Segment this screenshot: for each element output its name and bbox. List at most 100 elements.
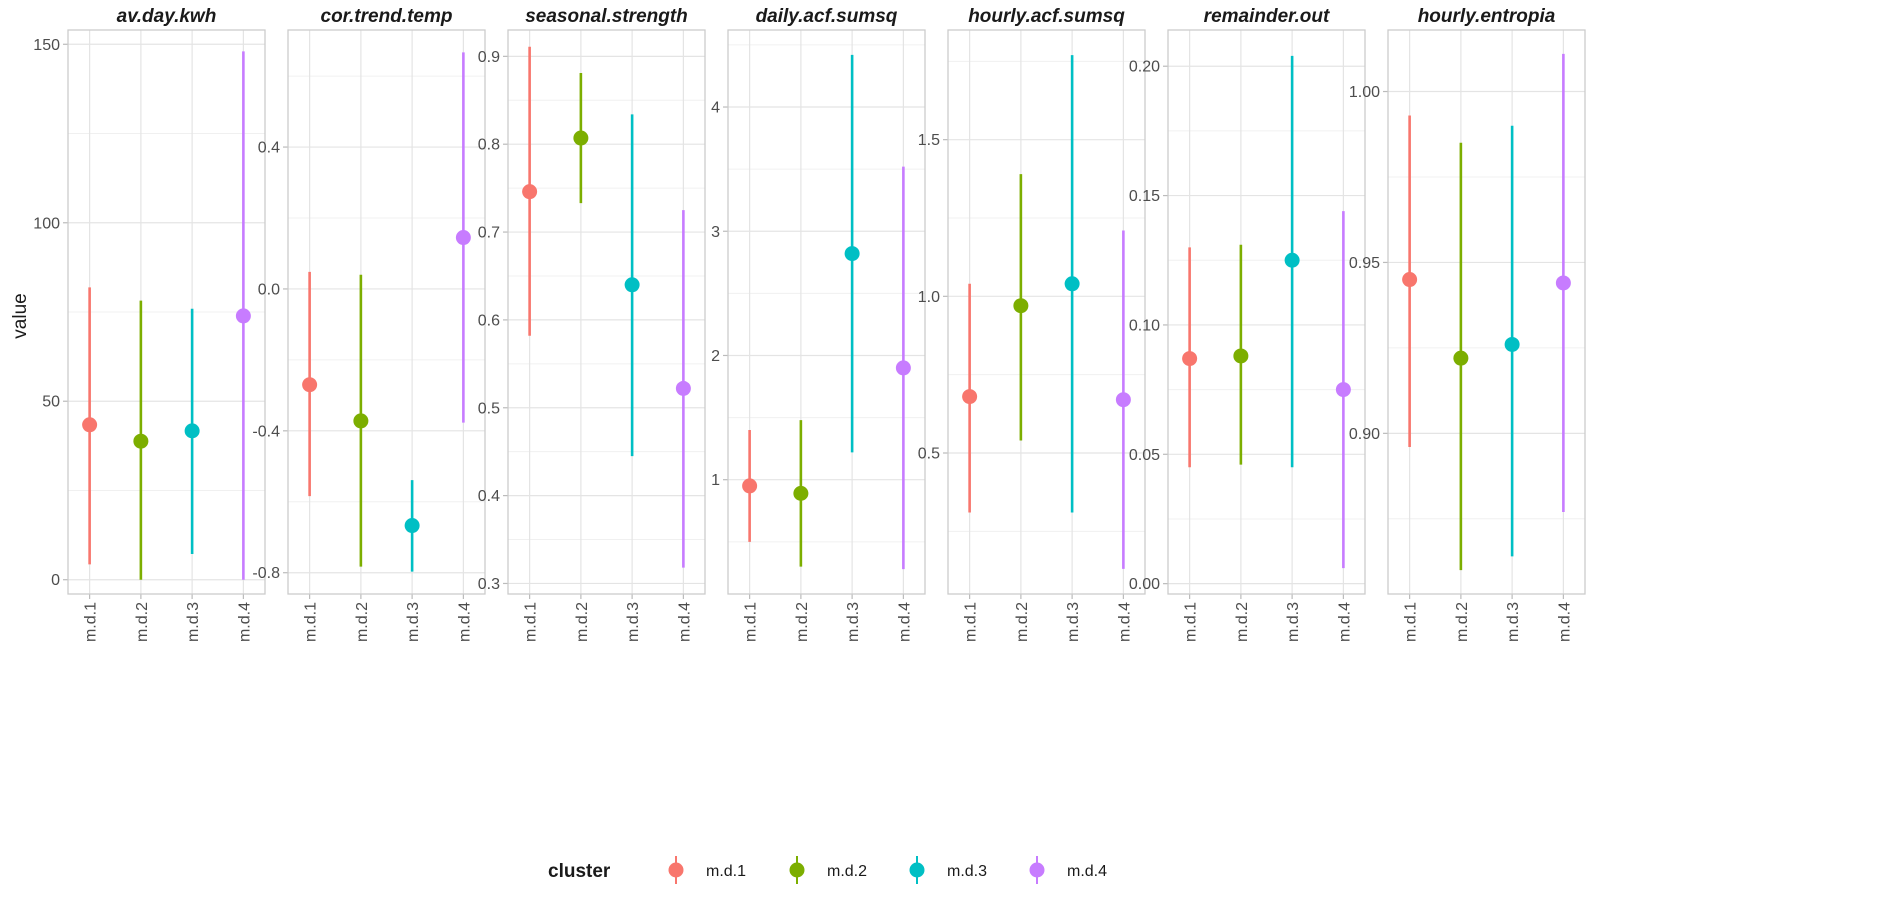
- panel-title: daily.acf.sumsq: [756, 6, 898, 27]
- x-tick-label: m.d.3: [185, 602, 202, 642]
- legend-item-m-d-3: m.d.3: [909, 856, 987, 884]
- x-tick-label: m.d.2: [1454, 602, 1471, 642]
- panel-border: [507, 29, 706, 595]
- y-tick-label: -0.8: [252, 565, 280, 582]
- x-tick-label: m.d.3: [625, 602, 642, 642]
- mid-point-m-d-1: [1402, 272, 1418, 288]
- legend-label: m.d.4: [1067, 863, 1107, 880]
- legend-item-m-d-2: m.d.2: [789, 856, 867, 884]
- mid-point-m-d-3: [844, 246, 860, 262]
- legend: cluster m.d.1 m.d.2 m.d.3 m.d.4: [548, 856, 1107, 884]
- mid-point-m-d-2: [793, 485, 809, 501]
- x-tick-label: m.d.3: [1285, 602, 1302, 642]
- y-tick-label: 0.20: [1129, 59, 1160, 76]
- mid-point-m-d-4: [1335, 382, 1351, 398]
- y-tick-label: 0.15: [1129, 188, 1160, 205]
- legend-key-point: [909, 862, 925, 878]
- mid-point-m-d-1: [82, 417, 98, 433]
- y-tick-label: 0.6: [478, 312, 500, 329]
- mid-point-m-d-1: [522, 184, 538, 200]
- mid-point-m-d-1: [302, 377, 318, 393]
- panel-border: [1167, 29, 1366, 595]
- panel-border: [727, 29, 926, 595]
- legend-key-point: [789, 862, 805, 878]
- panel-title: hourly.entropia: [1418, 6, 1556, 27]
- y-tick-label: 0.4: [478, 488, 500, 505]
- x-tick-label: m.d.2: [134, 602, 151, 642]
- mid-point-m-d-2: [133, 433, 149, 449]
- y-tick-label: 0.05: [1129, 447, 1160, 464]
- y-tick-label: 1.00: [1349, 84, 1380, 101]
- y-tick-label: 2: [711, 348, 720, 365]
- mid-point-m-d-4: [235, 308, 251, 324]
- x-tick-label: m.d.2: [794, 602, 811, 642]
- mid-point-m-d-4: [1555, 275, 1571, 291]
- legend-item-m-d-1: m.d.1: [668, 856, 746, 884]
- panel-title: cor.trend.temp: [321, 6, 453, 27]
- y-tick-label: 0: [51, 572, 60, 589]
- x-tick-label: m.d.1: [1403, 602, 1420, 642]
- legend-key-point: [668, 862, 684, 878]
- y-tick-label: 0.10: [1129, 317, 1160, 334]
- mid-point-m-d-2: [353, 413, 369, 429]
- legend-label: m.d.3: [947, 863, 987, 880]
- x-tick-label: m.d.3: [1505, 602, 1522, 642]
- panel-border: [287, 29, 486, 595]
- x-tick-label: m.d.1: [963, 602, 980, 642]
- mid-point-m-d-3: [624, 277, 640, 293]
- panel-title: av.day.kwh: [117, 6, 217, 27]
- y-tick-label: 1: [711, 472, 720, 489]
- x-tick-label: m.d.4: [456, 602, 473, 642]
- panel-title: hourly.acf.sumsq: [968, 6, 1125, 27]
- x-tick-label: m.d.4: [236, 602, 253, 642]
- y-tick-label: 150: [33, 37, 60, 54]
- mid-point-m-d-3: [1504, 336, 1520, 352]
- mid-point-m-d-3: [1064, 276, 1080, 292]
- y-tick-label: 100: [33, 215, 60, 232]
- x-tick-label: m.d.2: [574, 602, 591, 642]
- x-tick-label: m.d.1: [1183, 602, 1200, 642]
- legend-label: m.d.1: [706, 863, 746, 880]
- panel-cor-trend-temp: cor.trend.temp -0.8 -0.4 0.0 0.4 m.d.1 m.d.2 m.…: [252, 6, 486, 642]
- x-tick-label: m.d.1: [303, 602, 320, 642]
- legend-item-m-d-4: m.d.4: [1029, 856, 1107, 884]
- mid-point-m-d-4: [455, 230, 471, 246]
- mid-point-m-d-2: [1233, 348, 1249, 364]
- legend-label: m.d.2: [827, 863, 867, 880]
- mid-point-m-d-1: [962, 389, 978, 405]
- y-tick-label: 0.90: [1349, 426, 1380, 443]
- y-tick-label: 0.8: [478, 137, 500, 154]
- panel-seasonal-strength: seasonal.strength 0.3 0.4 0.5 0.6 0.7 0.8 0.9 m.…: [478, 6, 706, 642]
- y-tick-label: 50: [42, 394, 60, 411]
- y-axis-label: value: [10, 293, 31, 338]
- mid-point-m-d-4: [675, 380, 691, 396]
- x-tick-label: m.d.4: [676, 602, 693, 642]
- mid-point-m-d-2: [1453, 350, 1469, 366]
- mid-point-m-d-4: [895, 360, 911, 376]
- mid-point-m-d-1: [1182, 351, 1198, 367]
- panel-av-day-kwh: av.day.kwh 0 50 100 150 m.d.1 m.d.2 m.d.3 m.d.4: [33, 6, 266, 642]
- x-tick-label: m.d.2: [354, 602, 371, 642]
- x-tick-label: m.d.3: [405, 602, 422, 642]
- y-tick-label: 0.5: [478, 400, 500, 417]
- y-tick-label: 4: [711, 100, 720, 117]
- legend-title: cluster: [548, 861, 611, 882]
- y-tick-label: 1.5: [918, 132, 940, 149]
- mid-point-m-d-2: [573, 130, 589, 146]
- panel-border: [947, 29, 1146, 595]
- y-tick-label: 0.0: [258, 281, 280, 298]
- panel-hourly-entropia: hourly.entropia 0.90 0.95 1.00 m.d.1 m.d.2 m.d…: [1349, 6, 1586, 642]
- panel-title: remainder.out: [1204, 6, 1330, 27]
- y-tick-label: 0.3: [478, 576, 500, 593]
- mid-point-m-d-3: [184, 423, 200, 439]
- y-tick-label: 1.0: [918, 289, 940, 306]
- panel-remainder-out: remainder.out 0.00 0.05 0.10 0.15 0.20 m.d.1 m.…: [1129, 6, 1366, 642]
- mid-point-m-d-2: [1013, 298, 1029, 314]
- x-tick-label: m.d.1: [523, 602, 540, 642]
- y-tick-label: 0.9: [478, 49, 500, 66]
- x-tick-label: m.d.2: [1234, 602, 1251, 642]
- panel-border: [67, 29, 266, 595]
- x-tick-label: m.d.3: [1065, 602, 1082, 642]
- y-tick-label: 0.4: [258, 140, 280, 157]
